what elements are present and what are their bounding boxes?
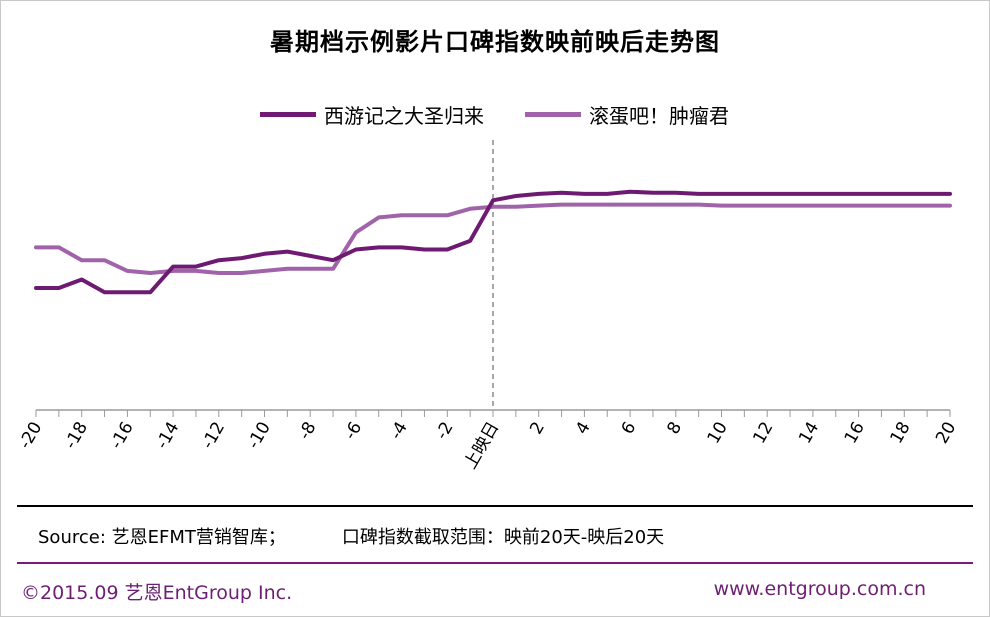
source-divider: [17, 505, 973, 507]
website-link[interactable]: www.entgroup.com.cn: [713, 578, 926, 600]
x-tick-label: 18: [886, 419, 914, 448]
x-tick-label: 6: [618, 419, 641, 438]
legend-label-series-1: 西游记之大圣归来: [324, 103, 484, 128]
x-tick-label: 8: [663, 419, 686, 438]
x-tick-label: -18: [61, 419, 92, 453]
x-tick-label: 14: [795, 419, 823, 448]
line-chart: -20 -18 -16 -14 -12 -10 -8 -6 -4 -2 上映日 2 4 6 8 10 12 14 1…: [15, 140, 960, 473]
x-tick-label: -4: [386, 419, 412, 444]
series-line-2: [34, 202, 952, 275]
series-line-1: [34, 189, 952, 295]
legend-label-series-2: 滚蛋吧！肿瘤君: [589, 103, 729, 128]
x-tick-label: 12: [749, 419, 777, 448]
x-tick-label: 2: [526, 419, 549, 438]
chart-title: 暑期档示例影片口碑指数映前映后走势图: [270, 28, 720, 56]
copyright-text: ©2015.09 艺恩EntGroup Inc.: [21, 582, 293, 604]
legend-item-series-1: 西游记之大圣归来: [260, 101, 484, 128]
source-text: Source: 艺恩EFMT营销智库；: [38, 527, 286, 548]
x-tick-label: 16: [841, 419, 869, 448]
legend-swatch-series-1: [260, 111, 316, 117]
x-tick-label: -2: [432, 419, 458, 444]
footer-divider: [17, 562, 973, 564]
source-line: Source: 艺恩EFMT营销智库； 口碑指数截取范围：映前20天-映后20天: [38, 523, 720, 549]
legend-swatch-series-2: [525, 111, 581, 117]
x-tick-label: -14: [152, 419, 183, 453]
x-tick-label: -8: [295, 419, 321, 444]
x-tick-label: 4: [572, 419, 595, 438]
x-tick-label: 10: [704, 419, 732, 448]
x-tick-label: 20: [932, 419, 960, 448]
x-tick-label: -16: [107, 419, 138, 453]
x-tick-label: -20: [15, 419, 46, 453]
x-tick-label: -10: [244, 419, 275, 453]
range-text: 口碑指数截取范围：映前20天-映后20天: [341, 527, 665, 548]
x-tick-label: -12: [198, 419, 229, 453]
legend-item-series-2: 滚蛋吧！肿瘤君: [525, 101, 729, 128]
x-tick-label: -6: [340, 419, 366, 444]
x-tick-label: 上映日: [461, 419, 504, 473]
